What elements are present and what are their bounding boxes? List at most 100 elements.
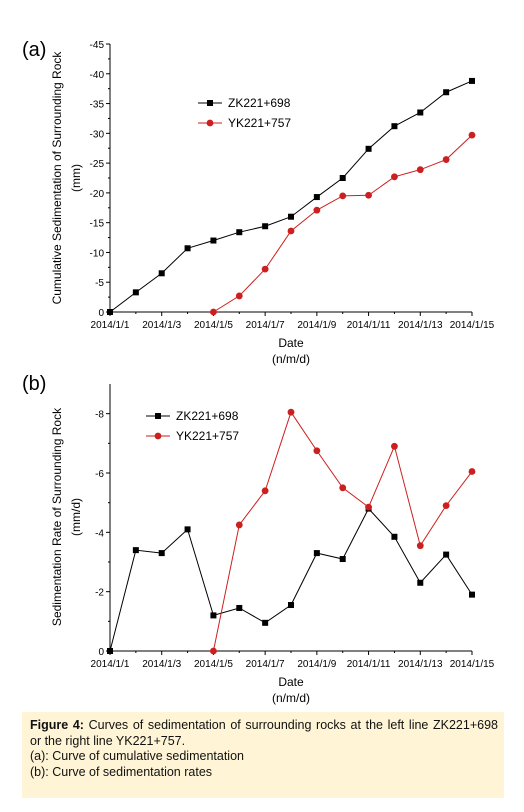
- y-tick-label: -4: [95, 528, 104, 539]
- data-point: [132, 289, 139, 296]
- caption-background: [22, 712, 504, 798]
- x-tick-label: 2014/1/11: [347, 659, 391, 670]
- data-point: [158, 550, 165, 557]
- x-tick-label: 2014/1/15: [450, 659, 495, 670]
- legend-marker: [206, 119, 214, 127]
- y-tick-label: -2: [95, 588, 104, 599]
- data-point: [236, 229, 243, 236]
- y-tick-label: -30: [90, 129, 105, 140]
- caption-lead: Figure 4:: [30, 718, 84, 732]
- data-point: [184, 245, 191, 252]
- data-point: [391, 173, 398, 181]
- x-tick-label: 2014/1/11: [347, 320, 391, 331]
- data-point: [236, 604, 243, 611]
- data-point: [365, 191, 372, 199]
- data-point: [313, 550, 320, 557]
- data-point: [443, 89, 450, 96]
- panel-label: (b): [22, 373, 46, 395]
- x-tick-label: 2014/1/7: [246, 659, 285, 670]
- x-tick-label: 2014/1/9: [297, 659, 336, 670]
- data-point: [261, 265, 269, 273]
- x-tick-label: 2014/1/5: [194, 320, 233, 331]
- data-point: [416, 542, 424, 550]
- caption-text: Curves of sedimentation of surrounding r…: [30, 718, 498, 748]
- x-tick-label: 2014/1/3: [142, 320, 181, 331]
- legend-label: ZK221+698: [228, 96, 291, 110]
- legend-label: YK221+757: [176, 429, 239, 443]
- y-axis-unit: (mm/d): [69, 498, 83, 536]
- data-point: [287, 227, 295, 235]
- y-tick-label: -5: [95, 278, 104, 289]
- y-tick-label: -6: [95, 469, 104, 480]
- caption-line-1: Figure 4: Curves of sedimentation of sur…: [30, 718, 498, 749]
- data-point: [313, 206, 321, 214]
- data-point: [339, 192, 347, 200]
- figure-caption: Figure 4: Curves of sedimentation of sur…: [30, 718, 498, 780]
- data-point: [365, 503, 372, 511]
- y-tick-label: 0: [98, 308, 104, 319]
- data-point: [107, 648, 113, 654]
- data-point: [469, 591, 475, 598]
- x-tick-label: 2014/1/7: [246, 320, 285, 331]
- legend-marker: [155, 413, 161, 419]
- panel-label: (a): [22, 39, 46, 61]
- x-tick-label: 2014/1/9: [297, 320, 336, 331]
- data-point: [339, 556, 346, 563]
- y-tick-label: -8: [95, 410, 104, 421]
- data-point: [313, 194, 320, 201]
- y-tick-label: -10: [90, 248, 105, 259]
- data-point: [339, 484, 347, 492]
- data-point: [391, 123, 398, 130]
- data-point: [468, 131, 476, 139]
- y-axis-unit: (mm): [69, 164, 83, 192]
- chart-panel-a: (a) 0 -5 -10 -15 -20 -25 -30 -35 -40 -45 2014/1/1 20…: [22, 39, 495, 366]
- data-point: [417, 579, 424, 586]
- data-point: [416, 166, 424, 174]
- data-point: [235, 521, 243, 529]
- x-tick-label: 2014/1/13: [398, 659, 443, 670]
- data-point: [184, 526, 191, 533]
- data-point: [261, 487, 269, 495]
- y-tick-label: -40: [90, 70, 105, 81]
- caption-line-3: (b): Curve of sedimentation rates: [30, 764, 213, 779]
- x-axis-title: Date: [278, 675, 304, 689]
- legend-marker: [207, 100, 213, 106]
- x-tick-label: 2014/1/5: [194, 659, 233, 670]
- data-point: [288, 213, 294, 220]
- data-point: [210, 647, 217, 655]
- data-point: [288, 602, 294, 609]
- series-line-YK221+757: [213, 134, 473, 313]
- y-axis-title: Cumulative Sedimentation of Surrounding …: [50, 51, 64, 305]
- data-point: [210, 237, 217, 244]
- y-axis-title: Sedimentation Rate of Surrounding Rock: [50, 407, 64, 626]
- x-axis-title: Date: [278, 336, 304, 350]
- x-tick-label: 2014/1/1: [91, 659, 130, 670]
- y-tick-label: -20: [90, 189, 105, 200]
- data-point: [469, 77, 475, 84]
- data-point: [365, 145, 372, 152]
- data-point: [442, 502, 450, 510]
- data-point: [339, 175, 346, 181]
- x-tick-label: 2014/1/15: [450, 320, 495, 331]
- x-tick-label: 2014/1/3: [142, 659, 181, 670]
- data-point: [468, 468, 476, 475]
- data-point: [287, 408, 295, 416]
- x-tick-label: 2014/1/13: [398, 320, 443, 331]
- y-tick-label: 0: [98, 647, 104, 658]
- data-point: [132, 547, 139, 554]
- data-point: [262, 223, 269, 230]
- x-axis-unit: (n/m/d): [272, 352, 310, 366]
- data-point: [210, 612, 217, 619]
- y-tick-label: -25: [90, 159, 105, 170]
- y-tick-label: -15: [90, 219, 105, 230]
- data-point: [107, 309, 113, 315]
- data-point: [262, 619, 269, 626]
- legend-marker: [154, 432, 162, 440]
- data-point: [442, 156, 450, 163]
- data-point: [443, 551, 450, 558]
- data-point: [158, 270, 165, 277]
- data-point: [210, 308, 217, 316]
- data-point: [417, 109, 424, 116]
- data-point: [313, 447, 321, 455]
